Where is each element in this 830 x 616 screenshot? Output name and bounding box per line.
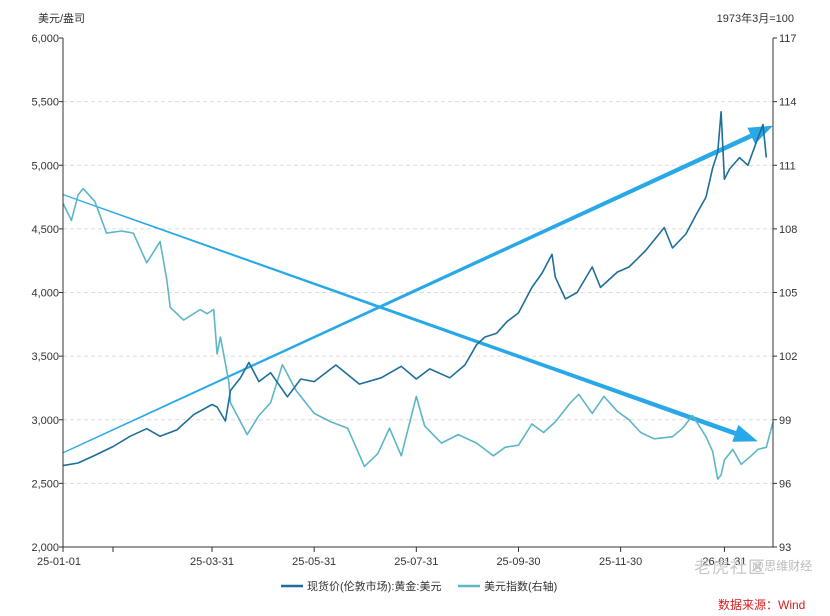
x-tick-label: 25-07-31: [394, 556, 438, 568]
x-tick-label: 26-01-31: [702, 556, 746, 568]
source-note: 数据来源：Wind: [718, 598, 806, 612]
right-axis-unit: 1973年3月=100: [717, 11, 794, 25]
media-watermark: @思维财经: [752, 559, 813, 573]
x-tick-label: 25-11-30: [599, 556, 642, 568]
left-tick-label: 6,000: [31, 33, 59, 45]
right-tick-label: 102: [779, 351, 797, 363]
right-tick-label: 111: [779, 160, 796, 172]
grid: [63, 101, 773, 484]
left-tick-label: 4,000: [31, 288, 59, 300]
trend-arrows: [62, 125, 773, 454]
series-layer: [62, 111, 774, 480]
trend-arrow-head: [747, 125, 773, 144]
x-tick-label: 25-09-30: [496, 556, 540, 568]
series-line: [62, 111, 768, 467]
left-tick-label: 4,500: [31, 224, 59, 236]
right-tick-label: 108: [779, 224, 797, 236]
left-axis-unit: 美元/盎司: [38, 11, 85, 25]
left-tick-label: 3,000: [31, 415, 59, 427]
axes: 2,000 93 2,500 96 3,000 99 3,500 102 4,000 105 4,5…: [31, 33, 797, 568]
right-tick-label: 99: [779, 415, 791, 427]
right-tick-label: 96: [779, 478, 791, 490]
trend-arrow-shaft: [62, 194, 737, 436]
left-tick-label: 3,500: [31, 351, 59, 363]
legend-label: 美元指数(右轴): [484, 579, 557, 593]
left-tick-label: 2,000: [31, 542, 59, 554]
right-tick-label: 93: [779, 542, 791, 554]
x-tick-label: 25-01-01: [37, 556, 81, 568]
left-tick-label: 2,500: [31, 478, 59, 490]
right-tick-label: 105: [779, 288, 797, 300]
series-line: [62, 187, 774, 480]
right-tick-label: 117: [779, 33, 797, 45]
left-tick-label: 5,500: [31, 97, 59, 109]
trend-arrow-head: [732, 424, 758, 442]
x-tick-label: 25-03-31: [190, 556, 234, 568]
x-tick-label: 25-05-31: [292, 556, 336, 568]
brand-watermark: 老虎社区: [694, 558, 766, 577]
legend: 现货价(伦敦市场):黄金:美元 美元指数(右轴): [281, 579, 557, 593]
trend-arrow-shaft: [62, 133, 753, 454]
right-tick-label: 114: [779, 97, 797, 109]
legend-label: 现货价(伦敦市场):黄金:美元: [307, 579, 441, 593]
left-tick-label: 5,000: [31, 160, 59, 172]
